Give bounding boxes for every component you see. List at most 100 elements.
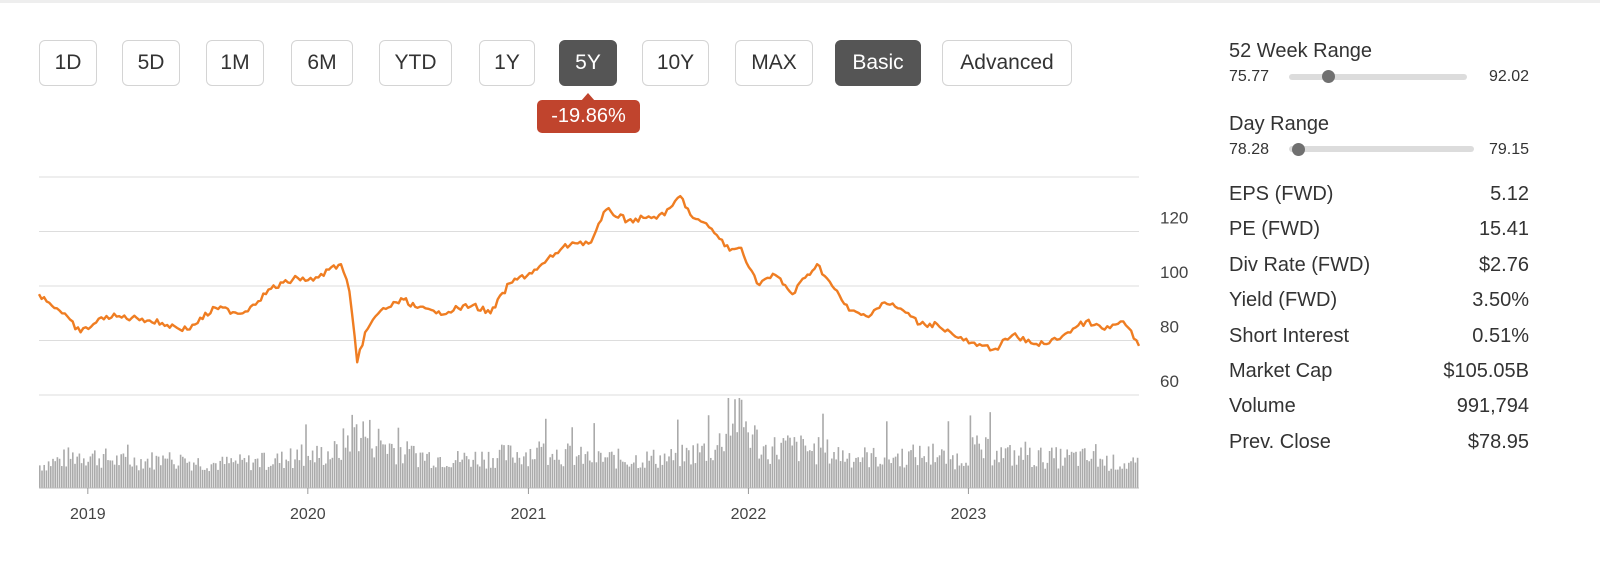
volume-bar	[1128, 462, 1130, 488]
volume-bar	[120, 454, 122, 488]
volume-bar	[199, 466, 202, 488]
volume-bar	[1086, 460, 1088, 488]
volume-bar	[118, 465, 120, 488]
volume-bar	[615, 468, 617, 488]
stat-label: Market Cap	[1229, 360, 1333, 382]
volume-bar	[989, 412, 991, 488]
volume-bar	[663, 453, 666, 488]
mode-button-basic[interactable]: Basic	[835, 40, 921, 86]
volume-bar	[406, 441, 408, 488]
volume-bar	[888, 459, 890, 488]
stat-row-pe-fwd: PE (FWD) 15.41	[1229, 218, 1529, 248]
volume-bar	[428, 452, 430, 488]
volume-bar	[670, 449, 672, 488]
volume-bar	[1015, 464, 1018, 488]
volume-bar	[828, 463, 831, 488]
volume-bar	[457, 451, 459, 488]
volume-bar	[349, 451, 351, 488]
volume-bar	[498, 449, 501, 488]
range-button-1d[interactable]: 1D	[39, 40, 97, 86]
volume-bar	[41, 470, 43, 488]
range-button-max[interactable]: MAX	[735, 40, 813, 86]
range-button-1m[interactable]: 1M	[206, 40, 264, 86]
volume-bar	[534, 459, 536, 488]
stat-value: 0.51%	[1472, 324, 1529, 347]
volume-bar	[527, 466, 529, 488]
volume-bar	[1117, 469, 1119, 488]
volume-bar	[102, 454, 105, 488]
volume-bar	[846, 458, 848, 488]
volume-bar	[421, 452, 424, 488]
volume-bar	[329, 459, 331, 488]
volume-bar	[952, 455, 954, 488]
volume-bar	[954, 469, 956, 488]
volume-bar	[718, 433, 721, 488]
y-tick-label: 100	[1160, 263, 1188, 282]
volume-bar	[635, 455, 637, 488]
volume-bar	[373, 457, 375, 488]
mode-button-advanced[interactable]: Advanced	[942, 40, 1072, 86]
volume-bar	[124, 456, 127, 488]
volume-bar	[219, 460, 221, 488]
volume-bar	[402, 463, 404, 488]
volume-bar	[1042, 462, 1044, 488]
range-button-6m[interactable]: 6M	[291, 40, 353, 86]
day-range-track	[1289, 146, 1474, 152]
volume-bar	[252, 462, 254, 488]
volume-bar	[201, 469, 204, 488]
volume-bar	[1130, 461, 1132, 488]
volume-bar	[481, 451, 483, 488]
volume-bar	[639, 467, 642, 488]
volume-bar	[949, 459, 952, 488]
volume-bar	[690, 464, 692, 488]
volume-bar	[657, 467, 659, 488]
volume-bar	[833, 452, 835, 488]
volume-bar	[426, 453, 428, 488]
volume-bar	[100, 467, 103, 488]
volume-bar	[1092, 451, 1095, 488]
volume-bar	[470, 466, 472, 488]
volume-bar	[542, 443, 545, 488]
range-button-1y[interactable]: 1Y	[479, 40, 535, 86]
volume-bar	[707, 415, 710, 488]
x-tick-label: 2023	[951, 506, 987, 523]
volume-bar	[1134, 462, 1137, 488]
volume-bar	[479, 466, 481, 488]
volume-bar	[239, 454, 241, 488]
volume-bar	[234, 460, 237, 488]
volume-bar	[430, 468, 433, 488]
volume-bar	[910, 450, 912, 488]
volume-bar	[129, 464, 131, 488]
volume-bar	[146, 458, 149, 488]
volume-bar	[208, 471, 210, 488]
volume-bar	[340, 459, 342, 488]
volume-bar	[274, 458, 276, 488]
volume-bar	[1033, 465, 1035, 488]
volume-bar	[173, 464, 175, 488]
range-button-5y[interactable]: 5Y	[559, 40, 617, 86]
volume-bar	[688, 450, 690, 488]
volume-bar	[325, 463, 327, 488]
volume-bar	[589, 460, 591, 488]
volume-bar	[287, 461, 290, 488]
volume-bar	[1022, 459, 1024, 488]
volume-bar	[76, 456, 78, 488]
volume-bar	[210, 464, 213, 488]
volume-bar	[316, 445, 318, 488]
range-button-10y[interactable]: 10Y	[642, 40, 709, 86]
range-button-ytd[interactable]: YTD	[379, 40, 452, 86]
volume-bar	[571, 427, 573, 488]
volume-bar	[263, 452, 265, 488]
volume-bar	[1044, 468, 1046, 488]
volume-bar	[184, 458, 186, 488]
volume-bar	[925, 462, 928, 488]
volume-bar	[443, 467, 446, 488]
range-button-5d[interactable]: 5D	[122, 40, 180, 86]
volume-bar	[171, 459, 173, 488]
volume-bar	[1046, 462, 1049, 488]
volume-bar	[182, 456, 184, 488]
volume-bar	[362, 421, 364, 488]
volume-bar	[773, 437, 776, 488]
volume-bar	[131, 466, 133, 488]
volume-bar	[677, 419, 679, 488]
